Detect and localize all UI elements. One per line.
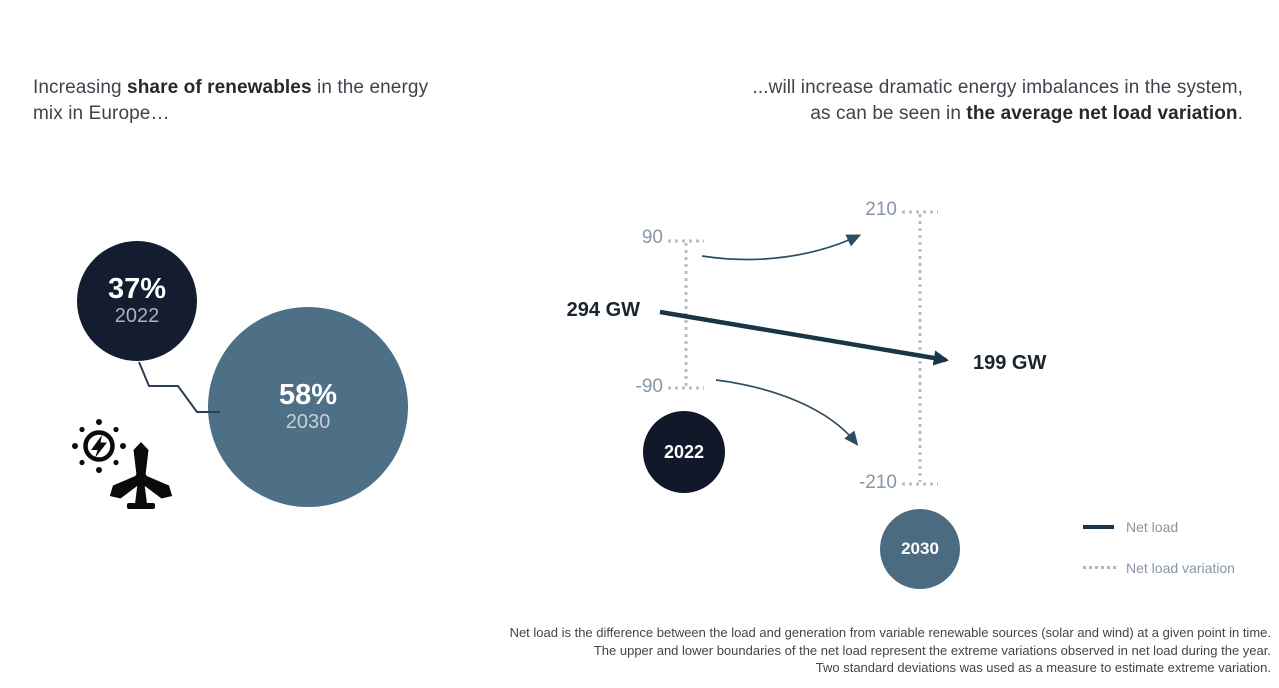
right-title: ...will increase dramatic energy imbalan…: [623, 75, 1243, 127]
legend-net-load-swatch: [1083, 525, 1114, 529]
renewables-share-bubble-2030: 58% 2030: [208, 307, 408, 507]
left-title: Increasing share of renewables in the en…: [33, 75, 513, 127]
year-dot-2022-label: 2022: [663, 441, 705, 462]
variation-lower-2022-label: -90: [635, 376, 663, 397]
wind-turbine-icon: [109, 442, 173, 509]
left-title-line1: Increasing share of renewables in the en…: [33, 77, 429, 98]
variation-boundary-2030: [902, 210, 938, 486]
net-load-start-value: 294 GW: [566, 299, 640, 321]
footnote-line2: The upper and lower boundaries of the ne…: [593, 642, 1271, 658]
share-year-2022: 2022: [114, 305, 160, 327]
bubble-connector-line: [138, 361, 220, 413]
right-title-line1: ...will increase dramatic energy imbalan…: [752, 77, 1243, 98]
footnote-line3: Two standard deviations was used as a me…: [815, 660, 1271, 676]
share-year-2030: 2030: [285, 411, 331, 433]
footnote: Net load is the difference between the l…: [351, 624, 1271, 677]
right-title-line2: as can be seen in the average net load v…: [810, 103, 1243, 124]
net-load-chart-graphics: [659, 210, 950, 486]
legend-net-load-label: Net load: [1126, 519, 1179, 535]
variation-lower-2030-label: -210: [858, 472, 897, 493]
share-percent-2022: 37%: [107, 273, 167, 305]
renewables-share-bubble-2022: 37% 2022: [77, 241, 197, 361]
year-dot-2022: 2022: [643, 411, 725, 493]
year-dot-2030-label: 2030: [901, 539, 939, 558]
legend-net-load-variation-swatch: [1083, 566, 1116, 569]
renewables-icons: [72, 419, 173, 509]
left-title-line2: mix in Europe…: [33, 103, 170, 124]
lower-variation-growth-arrow: [715, 379, 859, 446]
variation-upper-2022-label: 90: [641, 227, 663, 248]
share-percent-2030: 58%: [278, 379, 338, 411]
variation-upper-2030-label: 210: [865, 199, 897, 220]
footnote-line1: Net load is the difference between the l…: [509, 625, 1271, 640]
year-dot-2030: 2030: [880, 509, 960, 589]
legend-net-load-variation-label: Net load variation: [1126, 560, 1235, 576]
net-load-end-value: 199 GW: [973, 352, 1047, 374]
net-load-trend-arrow: [659, 309, 950, 366]
solar-energy-icon: [72, 419, 126, 473]
upper-variation-growth-arrow: [701, 234, 862, 261]
